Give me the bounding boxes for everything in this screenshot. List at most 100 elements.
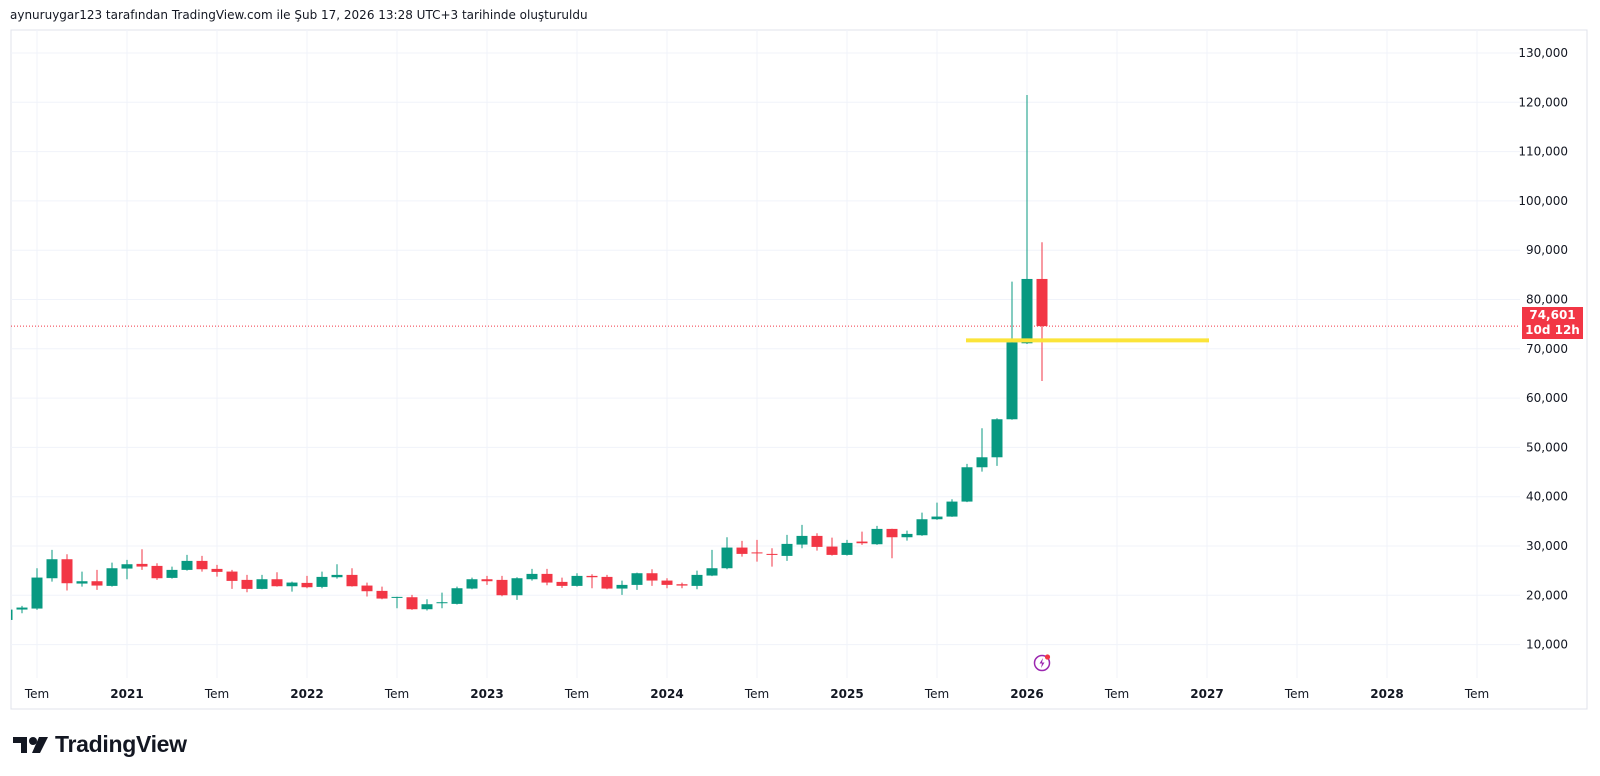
candle-down bbox=[586, 575, 598, 578]
candle-up bbox=[1006, 342, 1018, 420]
time-tick-label: 2025 bbox=[830, 687, 863, 701]
price-tick-label: 130,000 bbox=[1518, 46, 1568, 60]
candle-up bbox=[961, 467, 973, 502]
candle-down bbox=[271, 579, 283, 587]
candle-up bbox=[796, 535, 808, 545]
candle-down bbox=[856, 541, 868, 544]
candle-up bbox=[421, 604, 433, 610]
candle-down bbox=[406, 597, 418, 610]
candle-up bbox=[256, 579, 268, 589]
time-tick-label: 2028 bbox=[1370, 687, 1403, 701]
time-tick-label: Tem bbox=[1464, 687, 1489, 701]
candle-down bbox=[211, 568, 223, 572]
tradingview-logo[interactable]: TradingView bbox=[13, 731, 187, 758]
candle-up bbox=[616, 584, 628, 589]
candle-down bbox=[1036, 278, 1048, 327]
candle-down bbox=[91, 581, 103, 586]
candle-down bbox=[301, 582, 313, 588]
price-tick-label: 40,000 bbox=[1526, 490, 1568, 504]
candle-up bbox=[691, 574, 703, 586]
candle-up bbox=[106, 568, 118, 586]
time-tick-label: Tem bbox=[744, 687, 769, 701]
candle-down bbox=[826, 546, 838, 555]
candle-down bbox=[241, 579, 253, 589]
price-tick-label: 70,000 bbox=[1526, 342, 1568, 356]
candle-up bbox=[841, 542, 853, 555]
candle-down bbox=[376, 590, 388, 599]
time-tick-label: Tem bbox=[924, 687, 949, 701]
time-tick-label: 2022 bbox=[290, 687, 323, 701]
candle-up bbox=[451, 588, 463, 604]
price-axis[interactable]: 10,000 20,000 30,000 40,000 50,000 60,000 70,0… bbox=[1518, 46, 1568, 652]
chart-caption: aynuruygar123 tarafından TradingView.com… bbox=[10, 8, 588, 22]
candle-down bbox=[676, 584, 688, 586]
price-tick-label: 60,000 bbox=[1526, 391, 1568, 405]
candle-up bbox=[316, 576, 328, 587]
event-marker-icon[interactable] bbox=[1033, 654, 1051, 672]
candle-up bbox=[931, 516, 943, 520]
time-axis[interactable]: Tem 2021 Tem 2022 Tem 2023 Tem 2024 Tem 2025 Tem 20… bbox=[24, 687, 1489, 701]
candle-up bbox=[991, 419, 1003, 458]
candle-down bbox=[811, 535, 823, 547]
candle-up bbox=[31, 577, 43, 609]
candle-up bbox=[946, 501, 958, 517]
last-price-label: 74,601 10d 12h bbox=[1522, 307, 1583, 339]
price-tick-label: 50,000 bbox=[1526, 440, 1568, 454]
time-tick-label: 2024 bbox=[650, 687, 683, 701]
time-tick-label: 2026 bbox=[1010, 687, 1043, 701]
time-tick-label: Tem bbox=[24, 687, 49, 701]
time-tick-label: 2027 bbox=[1190, 687, 1223, 701]
candle-down bbox=[481, 579, 493, 582]
candle-down bbox=[346, 574, 358, 587]
candle-down bbox=[541, 573, 553, 583]
candle-up bbox=[76, 581, 88, 584]
candle-up bbox=[436, 602, 448, 604]
candle-up bbox=[721, 547, 733, 569]
price-tick-label: 120,000 bbox=[1518, 95, 1568, 109]
time-tick-label: Tem bbox=[384, 687, 409, 701]
candle-up bbox=[46, 559, 58, 579]
brand-name: TradingView bbox=[55, 731, 187, 757]
candle-up bbox=[631, 573, 643, 585]
price-tick-label: 100,000 bbox=[1518, 194, 1568, 208]
candle-down bbox=[361, 585, 373, 592]
candle-up bbox=[1021, 278, 1033, 344]
price-tick-label: 80,000 bbox=[1526, 293, 1568, 307]
candle-up bbox=[706, 568, 718, 576]
candle-up bbox=[286, 582, 298, 587]
candle-up bbox=[526, 573, 538, 580]
candle-up bbox=[466, 579, 478, 589]
price-tick-label: 20,000 bbox=[1526, 588, 1568, 602]
candle-up bbox=[916, 519, 928, 536]
tradingview-logo-icon bbox=[13, 736, 48, 753]
time-tick-label: 2021 bbox=[110, 687, 143, 701]
price-tick-label: 10,000 bbox=[1526, 638, 1568, 652]
candle-down bbox=[766, 553, 778, 555]
candle-down bbox=[151, 565, 163, 579]
candle-down bbox=[61, 559, 73, 584]
price-tick-label: 30,000 bbox=[1526, 539, 1568, 553]
candle-up bbox=[511, 578, 523, 596]
candle-up bbox=[976, 457, 988, 468]
candle-down bbox=[136, 563, 148, 567]
chart-frame bbox=[10, 29, 1588, 710]
candle-down bbox=[196, 560, 208, 570]
candle-down bbox=[736, 547, 748, 554]
time-tick-label: Tem bbox=[1104, 687, 1129, 701]
candle-down bbox=[496, 579, 508, 596]
candle-down bbox=[556, 581, 568, 586]
candle-down bbox=[226, 571, 238, 581]
candle-up bbox=[11, 609, 13, 620]
candle-up bbox=[166, 569, 178, 578]
candle-down bbox=[601, 576, 613, 589]
price-tick-label: 110,000 bbox=[1518, 145, 1568, 159]
candle-down bbox=[661, 580, 673, 585]
candle-up bbox=[871, 528, 883, 545]
plot-area bbox=[11, 94, 1520, 620]
candle-up bbox=[181, 560, 193, 570]
candle-up bbox=[571, 575, 583, 586]
candle-up bbox=[391, 596, 403, 598]
time-tick-label: Tem bbox=[204, 687, 229, 701]
time-tick-label: Tem bbox=[1284, 687, 1309, 701]
